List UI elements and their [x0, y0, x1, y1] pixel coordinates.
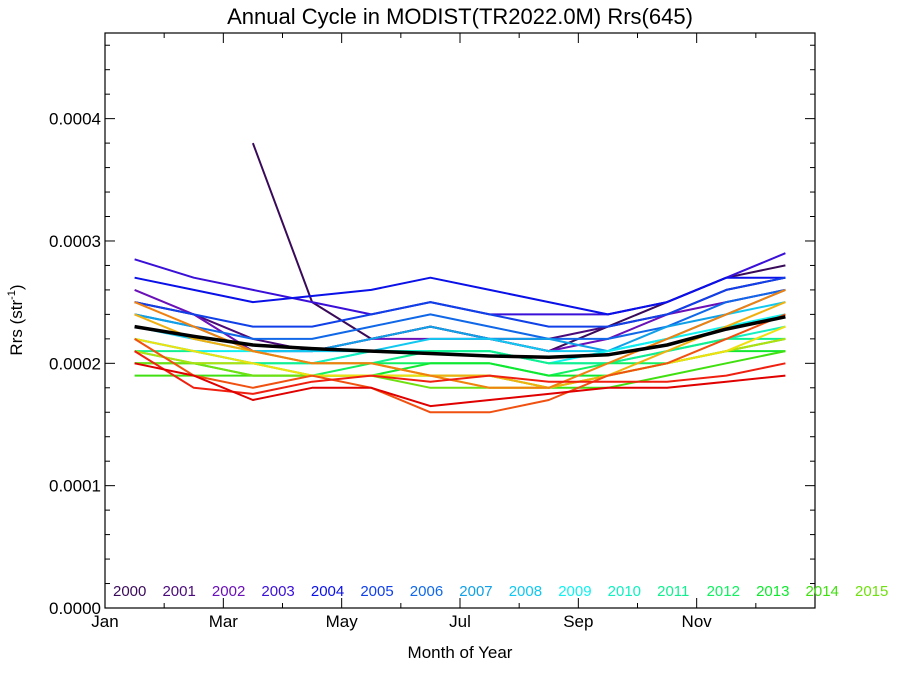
legend-entry-2001: 2001: [162, 583, 195, 600]
legend-entry-2014: 2014: [806, 583, 839, 600]
y-axis-ticks: 0.0000 0.0001 0.0002 0.0003 0.0004: [49, 44, 815, 618]
y-axis-title: Rrs (str-1): [6, 284, 26, 355]
y-axis-title-main: Rrs (str: [7, 300, 26, 356]
legend-entry-2010: 2010: [608, 583, 641, 600]
x-tick-label: Nov: [682, 612, 713, 631]
y-tick-label: 0.0002: [49, 354, 101, 373]
legend-entry-2008: 2008: [509, 583, 542, 600]
legend-entry-2006: 2006: [410, 583, 443, 600]
series-line-2004: [134, 276, 786, 316]
series-layer: [134, 142, 786, 414]
x-tick-label: Jan: [91, 612, 118, 631]
climatology-layer: [134, 315, 786, 359]
series-line-extra-20: [134, 313, 786, 414]
legend-entry-2007: 2007: [459, 583, 492, 600]
x-tick-label: Jul: [449, 612, 471, 631]
legend-entry-2004: 2004: [311, 583, 344, 600]
climatology-line: [134, 315, 786, 359]
series-line-extra-18: [134, 301, 786, 389]
series-line-2005: [134, 276, 786, 328]
y-tick-label: 0.0001: [49, 477, 101, 496]
x-axis-ticks: Jan Mar May Jul Sep Nov: [91, 33, 757, 631]
legend-entry-2009: 2009: [558, 583, 591, 600]
series-line-2006: [134, 288, 786, 340]
series-line-extra-19: [134, 288, 786, 389]
series-line-2012: [134, 337, 786, 377]
legend: 2000 2001 2002 2003 2004 2005 2006 2007 2008 2009…: [113, 583, 888, 600]
legend-entry-2005: 2005: [360, 583, 393, 600]
series-line-extra-22: [134, 362, 786, 408]
y-tick-label: 0.0000: [49, 599, 101, 618]
legend-entry-2000: 2000: [113, 583, 146, 600]
x-tick-label: Sep: [563, 612, 593, 631]
legend-entry-2003: 2003: [261, 583, 294, 600]
y-tick-label: 0.0003: [49, 232, 101, 251]
legend-entry-2013: 2013: [756, 583, 789, 600]
series-line-extra-21: [134, 350, 786, 395]
legend-entry-2002: 2002: [212, 583, 245, 600]
chart-title: Annual Cycle in MODIST(TR2022.0M) Rrs(64…: [227, 4, 693, 29]
legend-entry-2011: 2011: [657, 583, 689, 600]
legend-entry-2012: 2012: [707, 583, 740, 600]
y-tick-label: 0.0004: [49, 110, 101, 129]
y-axis-title-sup: -1: [6, 290, 18, 300]
x-tick-label: May: [326, 612, 359, 631]
y-axis-title-close: ): [7, 284, 26, 290]
legend-entry-2015: 2015: [855, 583, 888, 600]
x-tick-label: Mar: [209, 612, 239, 631]
x-axis-title: Month of Year: [408, 643, 513, 662]
